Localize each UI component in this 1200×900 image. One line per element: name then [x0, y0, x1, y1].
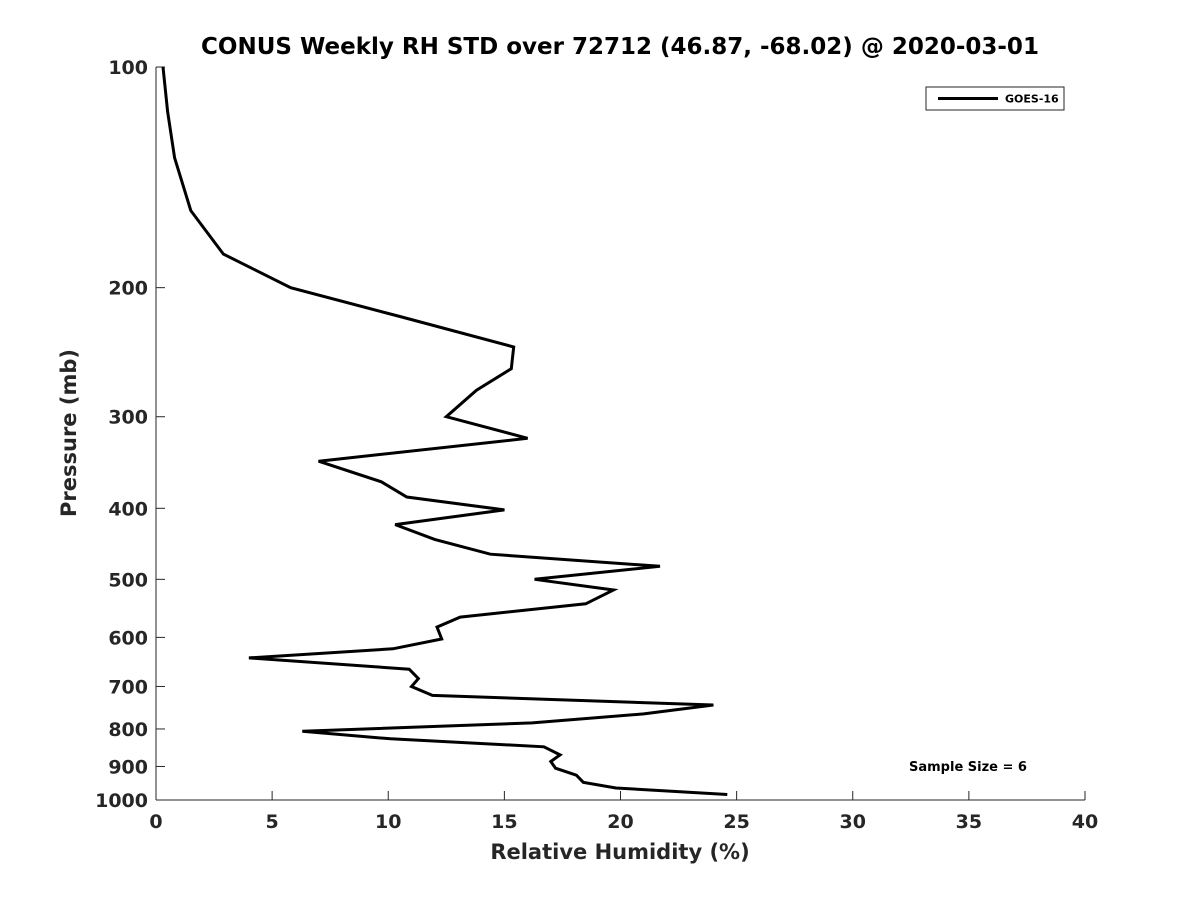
series-line-goes-16: [161, 66, 728, 796]
y-tick-label: 700: [108, 676, 148, 698]
chart-title: CONUS Weekly RH STD over 72712 (46.87, -…: [201, 34, 1039, 60]
y-ticks: 100 200 300 400 500 600 700 800 900 1000: [95, 57, 165, 812]
y-tick-label: 900: [108, 756, 148, 778]
x-tick-label: 20: [607, 811, 633, 833]
legend: GOES-16: [925, 86, 1065, 111]
y-tick-label: 500: [108, 569, 148, 591]
x-tick-label: 40: [1072, 811, 1098, 833]
x-tick-label: 0: [149, 811, 162, 833]
y-tick-label: 300: [108, 407, 148, 429]
y-tick-label: 100: [108, 57, 148, 79]
x-ticks: 0 5 10 15 20 25 30 35 40: [149, 791, 1098, 833]
x-tick-label: 10: [375, 811, 401, 833]
x-tick-label: 25: [723, 811, 749, 833]
x-tick-label: 5: [266, 811, 279, 833]
x-tick-label: 35: [956, 811, 982, 833]
sample-size-annotation: Sample Size = 6: [909, 760, 1027, 775]
y-tick-label: 400: [108, 498, 148, 520]
x-tick-label: 30: [840, 811, 866, 833]
y-axis-title: Pressure (mb): [57, 349, 81, 517]
x-tick-label: 15: [491, 811, 517, 833]
y-tick-label: 200: [108, 278, 148, 300]
y-tick-label: 600: [108, 627, 148, 649]
y-tick-label: 1000: [95, 790, 148, 812]
y-tick-label: 800: [108, 719, 148, 741]
legend-label-goes-16: GOES-16: [1005, 93, 1059, 106]
x-axis-title: Relative Humidity (%): [490, 840, 749, 864]
series-group: [161, 66, 728, 796]
